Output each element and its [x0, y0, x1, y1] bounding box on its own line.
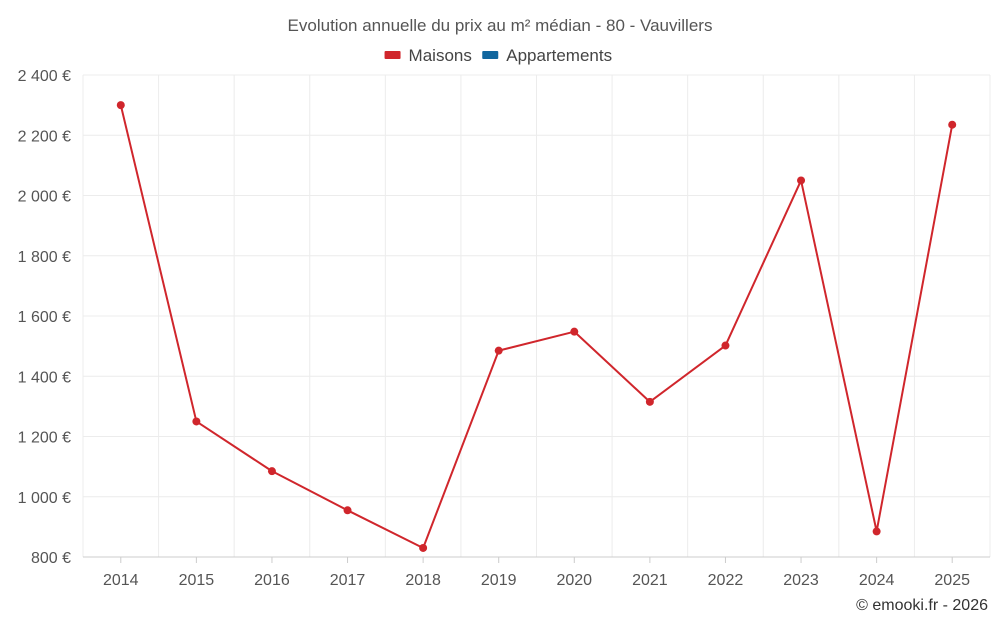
y-tick-label: 800 € — [31, 550, 71, 567]
y-tick-label: 1 200 € — [18, 430, 71, 447]
data-point[interactable] — [116, 101, 125, 110]
x-tick-label: 2025 — [934, 572, 970, 589]
x-tick-label: 2022 — [708, 572, 744, 589]
x-tick-label: 2015 — [179, 572, 215, 589]
y-tick-label: 2 000 € — [18, 189, 71, 206]
x-tick-label: 2014 — [103, 572, 139, 589]
data-point[interactable] — [419, 543, 428, 552]
x-axis: 2014 2015 2016 2017 2018 2019 2020 2021 2022 2023… — [83, 556, 990, 589]
legend: Maisons Appartements — [384, 46, 612, 65]
data-point[interactable] — [872, 527, 881, 536]
credit-text: © emooki.fr - 2026 — [856, 597, 988, 614]
x-tick-label: 2019 — [481, 572, 517, 589]
legend-item-appartements[interactable]: Appartements — [482, 46, 612, 65]
data-point[interactable] — [494, 346, 503, 355]
y-axis: 800 € 1 000 € 1 200 € 1 400 € 1 600 € 1 800 €… — [18, 68, 71, 567]
legend-swatch — [482, 51, 499, 59]
data-point[interactable] — [570, 327, 579, 336]
y-tick-label: 1 600 € — [18, 309, 71, 326]
data-point[interactable] — [343, 506, 352, 515]
x-tick-label: 2018 — [405, 572, 441, 589]
x-tick-label: 2016 — [254, 572, 290, 589]
legend-item-maisons[interactable]: Maisons — [384, 46, 472, 65]
y-tick-label: 1 400 € — [18, 369, 71, 386]
legend-label: Appartements — [506, 46, 612, 65]
y-tick-label: 1 000 € — [18, 490, 71, 507]
data-point[interactable] — [645, 397, 654, 406]
y-tick-label: 2 400 € — [18, 68, 71, 85]
data-point[interactable] — [797, 176, 806, 185]
data-point[interactable] — [267, 467, 276, 476]
legend-label: Maisons — [409, 46, 472, 65]
data-point[interactable] — [948, 120, 957, 129]
series-line-maisons — [119, 104, 954, 549]
data-point[interactable] — [192, 417, 201, 426]
data-point[interactable] — [721, 341, 730, 350]
series-layer — [116, 101, 957, 552]
x-tick-label: 2017 — [330, 572, 366, 589]
x-tick-label: 2021 — [632, 572, 668, 589]
legend-swatch — [384, 51, 401, 59]
x-tick-label: 2024 — [859, 572, 895, 589]
x-tick-label: 2023 — [783, 572, 819, 589]
y-tick-label: 2 200 € — [18, 128, 71, 145]
x-tick-label: 2020 — [556, 572, 592, 589]
chart-title: Evolution annuelle du prix au m² médian … — [288, 16, 713, 35]
y-tick-label: 1 800 € — [18, 249, 71, 266]
grid — [82, 74, 991, 558]
